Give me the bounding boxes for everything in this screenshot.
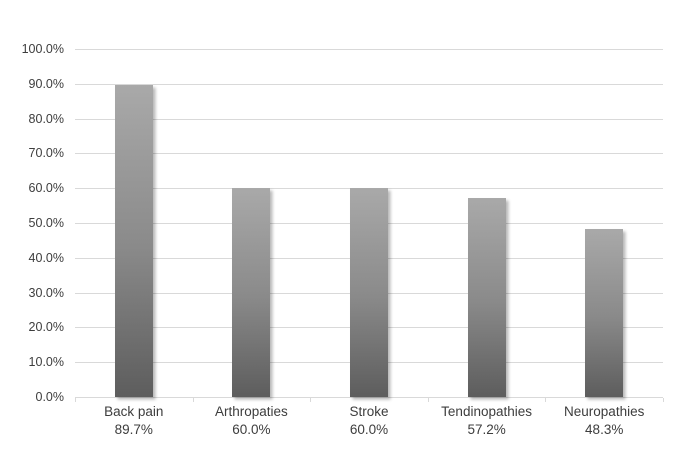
category-name: Neuropathies bbox=[564, 404, 645, 419]
y-axis-tick-label: 40.0% bbox=[28, 250, 64, 265]
gridline bbox=[75, 397, 663, 398]
category-label-block: Neuropathies 48.3% bbox=[545, 403, 663, 438]
y-axis-tick-label: 10.0% bbox=[28, 355, 64, 370]
bar-stroke bbox=[350, 188, 388, 397]
category-label-block: Back pain 89.7% bbox=[75, 403, 193, 438]
y-axis-tick-label: 100.0% bbox=[21, 42, 64, 56]
x-axis-tick bbox=[663, 398, 664, 402]
x-axis-tick bbox=[427, 398, 429, 402]
y-axis-tick-label: 30.0% bbox=[28, 285, 64, 300]
y-axis-tick-label: 70.0% bbox=[28, 146, 64, 161]
category-label-block: Tendinopathies 57.2% bbox=[428, 403, 546, 438]
category-name: Arthropaties bbox=[214, 404, 288, 419]
x-axis-tick bbox=[192, 398, 194, 402]
y-axis-tick-label: 0.0% bbox=[35, 390, 65, 404]
y-axis-tick-label: 80.0% bbox=[28, 111, 64, 126]
category-value: 60.0% bbox=[349, 421, 389, 437]
category-value: 57.2% bbox=[467, 421, 506, 437]
category-value: 48.3% bbox=[585, 421, 624, 437]
gridline bbox=[75, 49, 663, 50]
gridline bbox=[75, 153, 663, 155]
y-axis-tick-label: 60.0% bbox=[28, 181, 64, 196]
y-axis-tick-label: 90.0% bbox=[28, 76, 64, 91]
x-axis-tick bbox=[545, 398, 547, 402]
bar-back-pain bbox=[114, 84, 153, 397]
y-axis-tick-label: 50.0% bbox=[28, 216, 64, 230]
category-name: Back pain bbox=[104, 404, 164, 419]
gridline bbox=[75, 118, 663, 120]
category-label-block: Arthropaties 60.0% bbox=[193, 403, 311, 438]
gridline bbox=[75, 83, 663, 85]
y-axis-tick-label: 20.0% bbox=[28, 320, 64, 335]
x-axis-tick bbox=[75, 398, 76, 402]
category-name: Stroke bbox=[349, 404, 389, 419]
x-axis-tick bbox=[310, 398, 312, 402]
bar-tendinopathies bbox=[467, 197, 506, 397]
bar-arthropaties bbox=[232, 188, 271, 397]
category-label-block: Stroke 60.0% bbox=[310, 403, 428, 438]
category-name: Tendinopathies bbox=[441, 404, 532, 419]
category-value: 89.7% bbox=[114, 421, 153, 437]
bar-neuropathies bbox=[585, 228, 624, 397]
category-value: 60.0% bbox=[232, 421, 271, 437]
